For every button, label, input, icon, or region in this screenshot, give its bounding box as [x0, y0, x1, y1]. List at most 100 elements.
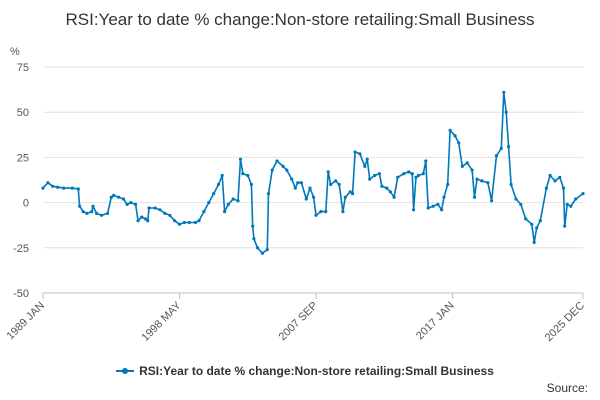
- data-point: [163, 211, 167, 215]
- data-point: [402, 172, 406, 176]
- data-point: [380, 184, 384, 188]
- data-point: [416, 173, 420, 178]
- data-point: [281, 164, 285, 168]
- data-point: [453, 134, 457, 138]
- data-point: [134, 202, 138, 206]
- data-point: [548, 173, 552, 178]
- data-point: [147, 206, 151, 210]
- data-point: [202, 210, 206, 214]
- data-point: [260, 251, 264, 255]
- data-point: [62, 186, 66, 190]
- data-point: [544, 186, 549, 190]
- x-tick-label: 2017 JAN: [414, 300, 457, 343]
- data-point: [41, 186, 45, 190]
- data-point: [255, 246, 260, 250]
- data-point: [270, 168, 274, 172]
- data-point: [121, 197, 126, 201]
- data-point: [238, 157, 243, 161]
- y-tick-label: 25: [17, 152, 29, 164]
- data-point: [388, 190, 392, 194]
- data-point: [129, 201, 133, 205]
- data-point: [558, 175, 562, 179]
- y-tick-label: -50: [13, 288, 29, 300]
- data-point: [251, 224, 255, 228]
- y-tick-label: 50: [17, 107, 29, 119]
- data-point: [486, 181, 490, 185]
- data-point: [377, 172, 381, 176]
- data-point: [414, 175, 418, 179]
- data-point: [410, 172, 414, 176]
- data-point: [326, 170, 330, 174]
- data-point: [136, 219, 140, 223]
- data-point: [299, 181, 303, 185]
- data-point: [574, 197, 578, 201]
- legend-line-marker-icon: [116, 366, 135, 376]
- data-point: [241, 172, 245, 176]
- data-point: [532, 240, 536, 244]
- data-point: [472, 195, 477, 199]
- data-point: [285, 168, 289, 172]
- data-point: [343, 195, 347, 199]
- data-point: [173, 219, 177, 223]
- data-point: [538, 219, 542, 223]
- data-point: [407, 170, 411, 174]
- data-point: [565, 202, 569, 206]
- data-point: [363, 164, 367, 168]
- y-tick-label: 0: [23, 198, 29, 210]
- data-point: [368, 177, 372, 181]
- data-point: [329, 182, 333, 187]
- data-point: [226, 202, 230, 206]
- data-point: [396, 175, 400, 179]
- data-point: [81, 210, 85, 214]
- data-point: [553, 179, 557, 183]
- data-point: [117, 195, 121, 199]
- data-point: [95, 211, 99, 215]
- data-point: [76, 187, 80, 191]
- data-point: [146, 219, 150, 223]
- data-point: [324, 210, 328, 214]
- data-point: [293, 186, 297, 190]
- data-point: [112, 193, 116, 197]
- y-tick-label: -25: [13, 243, 29, 255]
- data-point: [125, 202, 129, 206]
- y-axis-unit-label: %: [10, 46, 20, 58]
- data-point: [509, 182, 513, 187]
- data-point: [421, 172, 425, 176]
- data-point: [514, 197, 518, 201]
- data-point: [530, 222, 534, 226]
- data-point: [465, 161, 469, 165]
- data-point: [480, 179, 484, 183]
- data-point: [249, 182, 253, 187]
- data-point: [385, 186, 389, 190]
- data-point: [334, 179, 338, 183]
- data-point: [457, 141, 461, 145]
- data-point: [106, 211, 110, 215]
- data-point: [535, 226, 539, 230]
- data-point: [373, 173, 377, 178]
- data-point: [348, 190, 352, 194]
- data-point: [223, 210, 227, 214]
- data-point: [290, 177, 294, 181]
- data-point: [353, 150, 357, 154]
- data-point: [502, 90, 506, 94]
- data-point: [581, 192, 585, 196]
- data-point: [519, 202, 523, 206]
- data-point: [446, 182, 450, 187]
- data-point: [507, 145, 511, 149]
- series-line: [42, 91, 584, 254]
- data-point: [460, 164, 464, 168]
- data-point: [436, 202, 440, 206]
- data-point: [182, 220, 186, 225]
- data-point: [177, 222, 182, 226]
- chart-legend[interactable]: RSI:Year to date % change:Non-store reta…: [70, 364, 540, 378]
- data-point: [216, 182, 221, 187]
- data-point: [319, 210, 323, 214]
- data-point: [499, 146, 503, 150]
- data-point: [193, 220, 197, 225]
- data-point: [109, 195, 113, 199]
- data-point: [312, 195, 316, 199]
- data-point: [561, 186, 566, 190]
- data-point: [563, 224, 567, 228]
- data-point: [442, 195, 446, 199]
